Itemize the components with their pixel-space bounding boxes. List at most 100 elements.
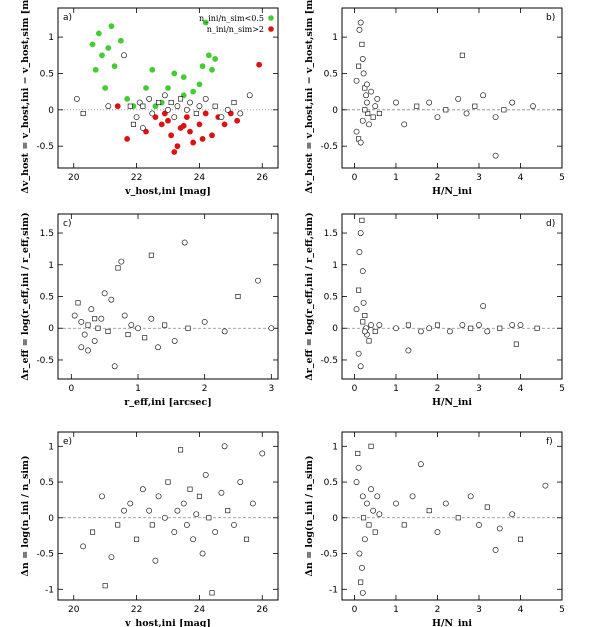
data-point: [212, 103, 218, 109]
data-point: [231, 522, 237, 528]
data-point: [357, 19, 364, 26]
x-tick-label: 0: [352, 605, 358, 615]
data-point: [237, 479, 244, 485]
data-point-red: [256, 61, 263, 68]
data-point-green: [108, 23, 115, 30]
x-tick-label: 24: [194, 173, 206, 183]
x-tick-label: 22: [131, 173, 142, 183]
y-tick-label: -0.5: [320, 550, 338, 560]
data-point: [98, 315, 105, 322]
data-point: [355, 450, 361, 456]
data-point: [355, 464, 362, 471]
data-point: [463, 110, 470, 117]
data-point-red: [183, 114, 190, 120]
data-point: [497, 325, 503, 331]
data-point: [161, 514, 168, 521]
data-point-green: [212, 56, 219, 62]
x-tick-label: 2: [435, 173, 441, 183]
data-point: [75, 300, 81, 306]
data-point: [101, 290, 108, 297]
data-point: [180, 500, 187, 507]
legend-marker: [268, 15, 274, 21]
data-point: [426, 508, 432, 514]
x-tick-label: 1: [135, 384, 141, 394]
data-point: [168, 100, 174, 106]
data-point: [359, 589, 366, 596]
x-tick-label: 0: [68, 384, 74, 394]
data-point: [246, 92, 253, 99]
data-point: [509, 99, 516, 106]
data-point: [362, 313, 368, 319]
panel-a: 20 22 24 26 -0.5 0 0.5 1 a) v_host,ini [mag] Δv_ho…: [20, 0, 279, 197]
data-point: [359, 268, 366, 275]
x-axis-label: r_eff,ini [arcsec]: [124, 397, 211, 408]
data-point: [363, 92, 369, 99]
data-point: [360, 299, 367, 306]
data-point: [434, 529, 441, 535]
panel-d: 0 1 2 3 4 5 -0.5 0 0.5 1 1.5 d) H/N_ini Δr_eff = log(…: [304, 212, 565, 408]
panel-label: c): [63, 219, 71, 229]
data-point: [467, 493, 474, 500]
data-point: [374, 493, 381, 500]
data-point: [368, 88, 374, 95]
y-axis-label: Δv_host = v_host,ini − v_host,sim [mag]: [20, 0, 31, 194]
data-point: [209, 590, 215, 596]
data-point-red: [124, 136, 131, 142]
data-point: [105, 328, 111, 334]
data-point: [121, 52, 127, 59]
data-point: [353, 77, 360, 84]
x-tick-label: 0: [352, 173, 358, 183]
data-point: [492, 114, 499, 120]
x-tick-label: 4: [518, 173, 524, 183]
data-point: [108, 296, 115, 303]
data-point: [115, 265, 121, 271]
data-point: [372, 328, 378, 334]
y-tick-label: 0: [332, 514, 338, 524]
y-tick-label: 0: [332, 324, 338, 334]
panel-e: 20 22 24 26 -1 -0.5 0 0.5 1 e) v_host,ini [mag] Δn …: [20, 431, 279, 627]
data-point: [80, 543, 87, 550]
x-tick-label: 22: [131, 605, 142, 615]
data-point: [530, 103, 536, 110]
data-point: [95, 325, 101, 331]
data-point: [401, 522, 407, 528]
data-point: [372, 103, 379, 110]
data-point: [368, 486, 374, 493]
plot-frame: [341, 7, 563, 169]
data-point: [202, 96, 209, 102]
data-point-red: [168, 132, 175, 139]
data-point: [237, 110, 244, 117]
data-point-green: [124, 96, 131, 102]
y-tick-label: 1: [48, 442, 54, 452]
data-point: [509, 511, 516, 518]
data-point: [374, 96, 381, 102]
data-point: [199, 550, 206, 557]
y-tick-label: 0: [48, 514, 54, 524]
data-point: [193, 110, 199, 116]
data-point: [480, 303, 487, 309]
data-point: [364, 500, 370, 507]
data-point: [459, 52, 465, 58]
data-point-red: [165, 117, 171, 124]
data-point-red: [174, 143, 181, 150]
legend-marker: [268, 26, 274, 32]
data-point-red: [199, 136, 206, 142]
data-point: [174, 103, 181, 110]
data-point: [442, 500, 449, 507]
data-point: [78, 344, 85, 351]
data-point: [364, 99, 370, 106]
data-point-red: [114, 103, 121, 110]
data-point: [201, 318, 208, 325]
data-point: [178, 447, 184, 453]
data-point: [88, 306, 95, 313]
data-point: [476, 522, 482, 528]
data-point: [517, 322, 524, 328]
data-point: [212, 529, 219, 535]
data-point: [134, 536, 140, 542]
plot-frame: [341, 431, 563, 601]
y-axis-label: Δn = log(n_ini / n_sim): [304, 456, 315, 577]
data-point-green: [171, 70, 178, 77]
data-point-green: [205, 52, 212, 59]
data-point: [353, 306, 360, 313]
data-point: [455, 515, 461, 521]
